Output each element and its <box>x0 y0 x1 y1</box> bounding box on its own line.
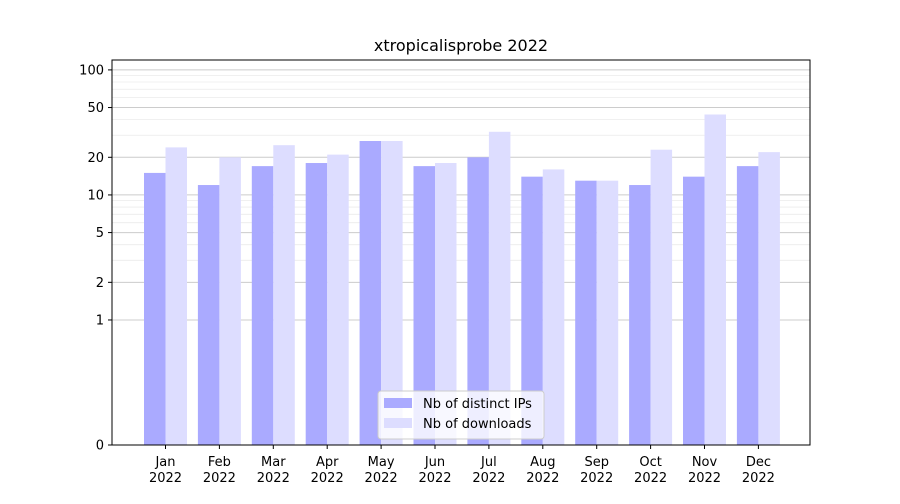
bar-ips <box>197 185 220 445</box>
x-tick-label: 2022 <box>472 471 505 486</box>
bar-downloads <box>542 169 565 445</box>
x-tick-label: 2022 <box>634 471 667 486</box>
x-tick-label: 2022 <box>203 471 236 486</box>
legend-label: Nb of downloads <box>423 417 532 432</box>
x-tick-label: 2022 <box>365 471 398 486</box>
y-tick-label: 5 <box>96 226 104 241</box>
x-tick-label: Jan <box>154 455 175 470</box>
x-tick-label: 2022 <box>149 471 182 486</box>
bar-downloads <box>488 131 511 445</box>
bar-downloads <box>219 157 241 445</box>
legend-swatch <box>384 398 412 408</box>
bar-ips <box>467 157 489 445</box>
x-tick-label: Aug <box>530 455 555 470</box>
x-tick-label: 2022 <box>257 471 290 486</box>
bar-downloads <box>435 163 457 445</box>
bar-downloads <box>165 147 187 446</box>
x-tick-label: Sep <box>584 455 609 470</box>
y-tick-label: 1 <box>96 313 104 328</box>
bar-downloads <box>273 145 295 445</box>
legend-swatch <box>384 418 412 428</box>
x-tick-label: Nov <box>692 455 718 470</box>
x-tick-label: 2022 <box>418 471 451 486</box>
legend-box <box>377 390 545 440</box>
x-tick-label: May <box>368 455 395 470</box>
bars <box>144 114 780 446</box>
x-tick-label: 2022 <box>742 471 775 486</box>
y-tick-label: 2 <box>96 276 104 291</box>
y-tick-label: 50 <box>87 101 104 116</box>
bar-downloads <box>704 114 726 445</box>
x-tick-label: Oct <box>639 455 661 470</box>
bar-downloads <box>381 140 403 445</box>
bar-ips <box>359 140 382 445</box>
x-tick-label: 2022 <box>526 471 559 486</box>
x-axis: Jan2022Feb2022Mar2022Apr2022May2022Jun20… <box>149 445 775 486</box>
y-tick-label: 100 <box>79 63 104 78</box>
x-tick-label: Apr <box>316 455 339 470</box>
bar-ips <box>629 185 651 445</box>
x-tick-label: 2022 <box>580 471 613 486</box>
bar-ips <box>305 163 328 445</box>
x-tick-label: Mar <box>261 455 286 470</box>
bar-downloads <box>758 152 780 445</box>
bar-ips <box>521 176 543 445</box>
y-tick-label: 20 <box>87 151 104 166</box>
y-tick-label: 10 <box>87 188 104 203</box>
x-tick-label: Jul <box>480 455 497 470</box>
x-tick-label: Dec <box>746 455 771 470</box>
bar-downloads <box>650 149 673 446</box>
bar-ips <box>575 180 597 445</box>
bar-ips <box>736 166 759 445</box>
legend: Nb of distinct IPs Nb of downloads <box>377 390 545 440</box>
y-axis: 0 1 2 5 10 20 50 100 <box>79 63 112 454</box>
x-tick-label: Jun <box>424 455 445 470</box>
legend-label: Nb of distinct IPs <box>423 397 532 412</box>
y-tick-label: 0 <box>96 439 104 454</box>
bar-ips <box>683 176 705 445</box>
chart-title: xtropicalisprobe 2022 <box>374 36 548 55</box>
x-tick-label: 2022 <box>688 471 721 486</box>
plot-frame <box>111 59 811 446</box>
bar-ips <box>413 166 435 445</box>
x-tick-label: Feb <box>208 455 231 470</box>
bar-downloads <box>596 180 619 445</box>
bar-ips <box>144 172 166 445</box>
bar-ips <box>251 166 274 445</box>
x-tick-label: 2022 <box>311 471 344 486</box>
bar-downloads <box>327 154 349 446</box>
